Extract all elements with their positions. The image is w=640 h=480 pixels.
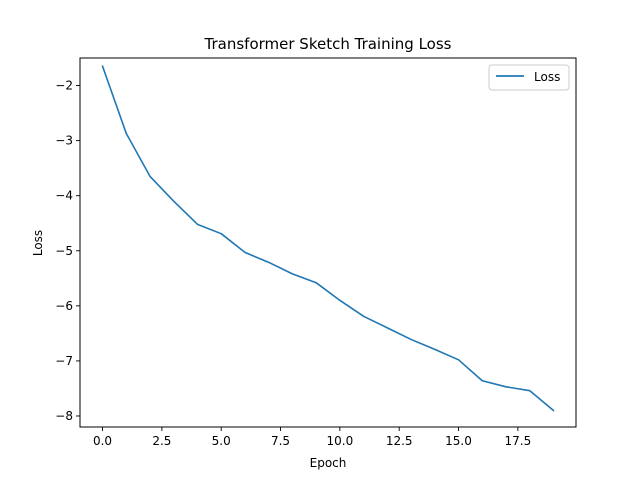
series-line-loss — [101, 65, 555, 412]
legend-box — [488, 64, 570, 91]
y-tick-label: −5 — [55, 244, 73, 258]
y-tick-label: −3 — [55, 134, 73, 148]
y-tick-label: −8 — [55, 409, 73, 423]
plot-area — [101, 65, 555, 412]
x-axis-ticks: 0.0 2.5 5.0 7.5 10.0 12.5 15.0 17.5 — [93, 427, 531, 448]
x-axis-label: Epoch — [310, 456, 347, 470]
x-tick-label: 12.5 — [386, 434, 413, 448]
y-axis-label: Loss — [31, 230, 45, 256]
legend: Loss — [488, 64, 570, 91]
y-tick-label: −4 — [55, 189, 73, 203]
y-axis-ticks: −2 −3 −4 −5 −6 −7 −8 — [55, 79, 80, 423]
axes-frame — [79, 57, 577, 428]
x-tick-label: 10.0 — [327, 434, 354, 448]
x-tick-label: 5.0 — [212, 434, 231, 448]
legend-label-loss: Loss — [534, 70, 560, 84]
x-tick-label: 15.0 — [445, 434, 472, 448]
x-tick-label: 7.5 — [271, 434, 290, 448]
chart-title: Transformer Sketch Training Loss — [204, 35, 452, 53]
x-tick-label: 17.5 — [504, 434, 531, 448]
y-tick-label: −6 — [55, 299, 73, 313]
x-tick-label: 0.0 — [93, 434, 112, 448]
x-tick-label: 2.5 — [152, 434, 171, 448]
y-tick-label: −7 — [55, 354, 73, 368]
y-tick-label: −2 — [55, 79, 73, 93]
